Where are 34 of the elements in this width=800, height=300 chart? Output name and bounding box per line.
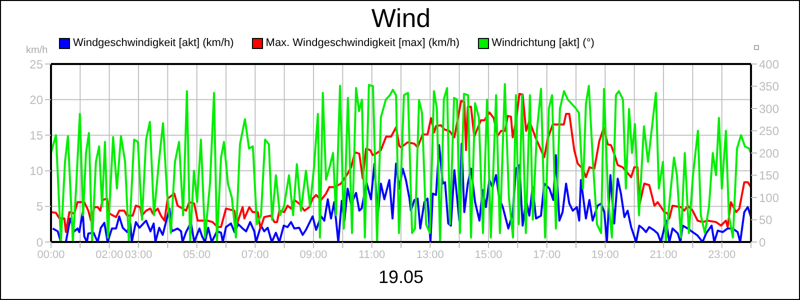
- x-tick-label: 03:00: [124, 248, 152, 261]
- x-tick-label: 21:00: [650, 248, 678, 261]
- y2-tick-label: 150: [759, 168, 780, 183]
- y-tick-label: 15: [30, 128, 44, 142]
- y2-tick-label: 400: [759, 57, 780, 72]
- x-tick-label: 09:00: [300, 248, 328, 261]
- x-tick-label: 15:00: [474, 248, 502, 261]
- y2-tick-label: 0: [759, 235, 766, 250]
- y2-tick-label: 100: [759, 190, 780, 205]
- y-axis-title: km/h: [26, 45, 48, 56]
- y2-tick-label: 200: [759, 146, 780, 160]
- y2-tick-label: 50: [759, 213, 773, 228]
- y2-tick-label: 300: [759, 102, 780, 116]
- y-tick-label: 0: [36, 235, 44, 250]
- x-tick-label: 02:00: [96, 248, 124, 261]
- y-tick-label: 10: [30, 164, 44, 178]
- y-tick-label: 5: [36, 200, 44, 214]
- x-tick-label: 00:00: [37, 248, 65, 261]
- legend-label: Max. Windgeschwindigkeit [max] (km/h): [266, 37, 460, 49]
- legend-label: Windgeschwindigkeit [akt] (km/h): [73, 37, 234, 49]
- y2-tick-label: 350: [759, 80, 780, 94]
- x-tick-label: 11:00: [358, 248, 386, 261]
- x-tick-label: 17:00: [533, 248, 561, 261]
- x-tick-label: 07:00: [241, 248, 269, 261]
- x-tick-label: 23:00: [708, 248, 736, 261]
- x-tick-label: 13:00: [416, 248, 444, 261]
- y-tick-label: 25: [30, 57, 44, 72]
- chart-title: Wind: [370, 3, 432, 34]
- y2-tick-label: 250: [759, 124, 780, 138]
- legend-label: Windrichtung [akt] (°): [492, 37, 594, 49]
- x-axis-title: 19.05: [377, 267, 425, 288]
- x-tick-label: 19:00: [591, 248, 619, 261]
- x-tick-label: 05:00: [183, 248, 211, 261]
- y-tick-label: 20: [30, 92, 44, 107]
